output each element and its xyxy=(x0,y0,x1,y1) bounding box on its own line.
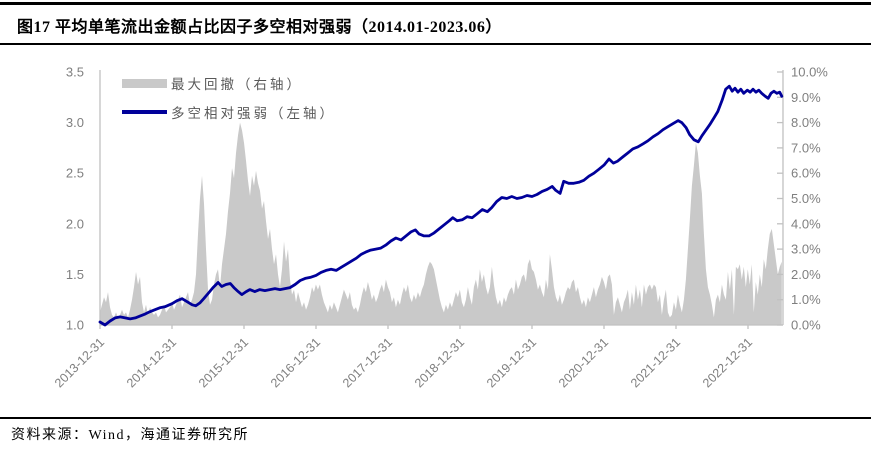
y-right-tick-label: 2.0% xyxy=(791,267,821,282)
y-left-tick-label: 2.0 xyxy=(66,216,84,231)
y-left-tick-label: 3.0 xyxy=(66,115,84,130)
footer-divider xyxy=(0,417,871,419)
x-tick-label: 2019-12-31 xyxy=(484,335,539,390)
x-tick-label: 2013-12-31 xyxy=(52,335,107,390)
y-left-tick-label: 1.0 xyxy=(66,318,84,333)
title-divider xyxy=(0,43,871,45)
chart-legend: 最大回撤（右轴） 多空相对强弱（左轴） xyxy=(122,74,336,121)
data-source-text: Wind，海通证券研究所 xyxy=(88,428,250,443)
x-tick-label: 2015-12-31 xyxy=(196,335,251,390)
figure-title: 图17 平均单笔流出金额占比因子多空相对强弱（2014.01-2023.06） xyxy=(17,19,502,36)
y-right-tick-label: 9.0% xyxy=(791,90,821,105)
legend-item-max-drawdown: 最大回撤（右轴） xyxy=(122,74,336,92)
y-right-tick-label: 0.0% xyxy=(791,318,821,333)
data-source-label: 资料来源： xyxy=(11,428,89,443)
legend-item-long-short: 多空相对强弱（左轴） xyxy=(122,103,336,121)
y-left-tick-label: 2.5 xyxy=(66,166,84,181)
top-rule xyxy=(0,2,871,5)
y-right-tick-label: 4.0% xyxy=(791,216,821,231)
y-right-tick-label: 3.0% xyxy=(791,242,821,257)
y-right-tick-label: 6.0% xyxy=(791,166,821,181)
x-tick-label: 2018-12-31 xyxy=(412,335,467,390)
y-right-tick-label: 8.0% xyxy=(791,115,821,130)
max-drawdown-area xyxy=(100,122,782,325)
x-tick-label: 2017-12-31 xyxy=(340,335,395,390)
x-tick-label: 2016-12-31 xyxy=(268,335,323,390)
x-tick-label: 2020-12-31 xyxy=(556,335,611,390)
y-right-tick-label: 10.0% xyxy=(791,65,828,80)
y-left-tick-label: 1.5 xyxy=(66,267,84,282)
x-tick-label: 2021-12-31 xyxy=(628,335,683,390)
long-short-line xyxy=(98,84,784,327)
legend-label-max-drawdown: 最大回撤（右轴） xyxy=(171,77,303,92)
y-right-tick-label: 1.0% xyxy=(791,292,821,307)
y-right-tick-label: 7.0% xyxy=(791,140,821,155)
long-short-swatch xyxy=(122,110,167,114)
x-tick-label: 2022-12-31 xyxy=(700,335,755,390)
y-right-tick-label: 5.0% xyxy=(791,191,821,206)
max-drawdown-swatch xyxy=(122,78,167,88)
x-tick-label: 2014-12-31 xyxy=(124,335,179,390)
data-source: 资料来源：Wind，海通证券研究所 xyxy=(11,424,249,444)
legend-label-long-short: 多空相对强弱（左轴） xyxy=(171,106,336,121)
y-left-tick-label: 3.5 xyxy=(66,65,84,80)
